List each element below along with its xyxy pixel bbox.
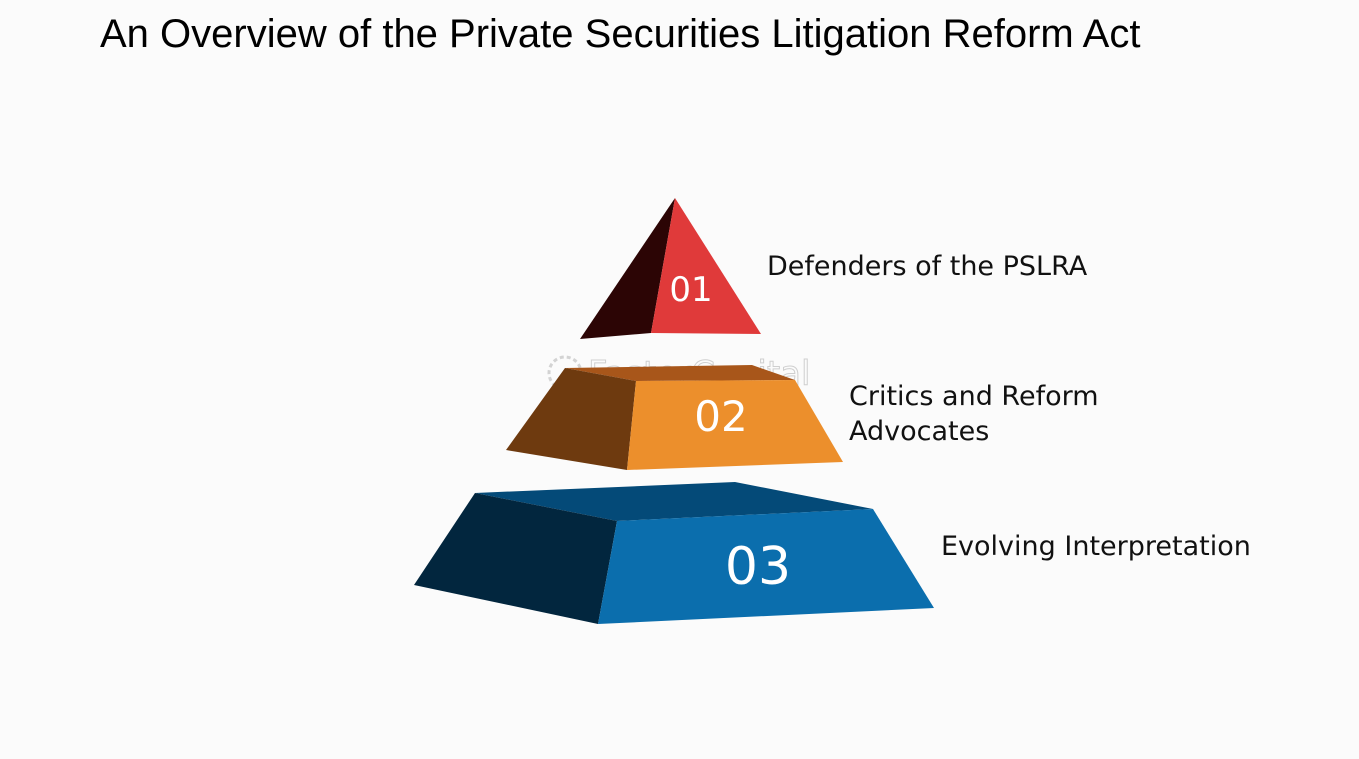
level-02-top bbox=[565, 365, 795, 381]
level-01-number: 01 bbox=[669, 270, 712, 310]
level-01-front bbox=[651, 198, 761, 334]
level-01-side bbox=[580, 198, 675, 339]
level-03-label: Evolving Interpretation bbox=[941, 531, 1251, 562]
level-01-label: Defenders of the PSLRA bbox=[767, 251, 1088, 282]
level-02-label-line-2: Advocates bbox=[849, 416, 990, 447]
level-02-label: Critics and Reform Advocates bbox=[849, 379, 1099, 449]
level-02-number: 02 bbox=[694, 392, 747, 441]
level-02-label-line-1: Critics and Reform bbox=[849, 381, 1099, 412]
level-01-block: 01 bbox=[580, 198, 761, 339]
level-03-side bbox=[414, 493, 617, 624]
page-title: An Overview of the Private Securities Li… bbox=[100, 12, 1141, 56]
level-03-front bbox=[598, 509, 934, 624]
level-02-block: 02 bbox=[506, 365, 843, 470]
level-02-side bbox=[506, 368, 636, 470]
level-02-front bbox=[627, 380, 843, 470]
level-03-top bbox=[475, 482, 873, 521]
level-03-block: 03 bbox=[414, 482, 934, 624]
level-03-number: 03 bbox=[725, 537, 791, 597]
